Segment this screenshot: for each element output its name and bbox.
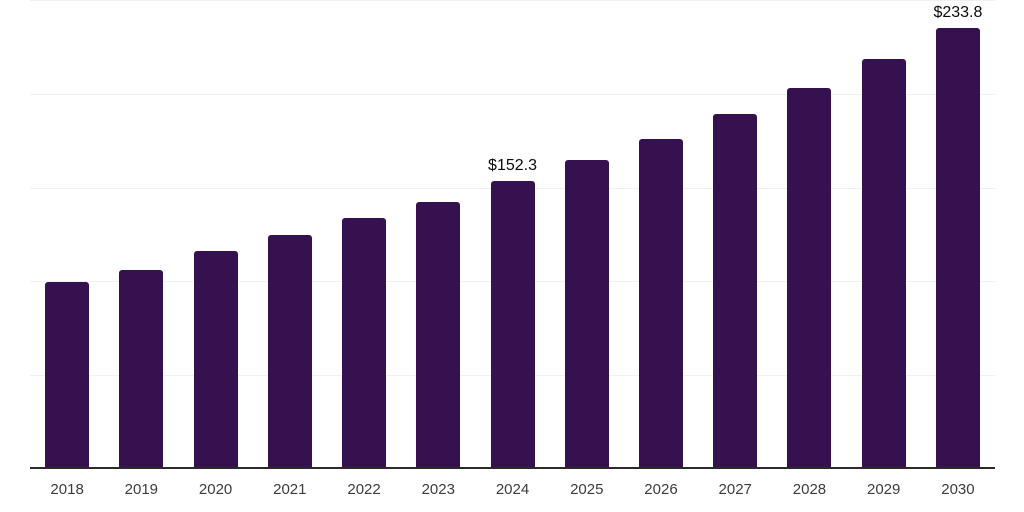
bar-2018 xyxy=(45,281,90,467)
x-tick-2023: 2023 xyxy=(421,481,455,498)
bar-column-2026 xyxy=(624,0,698,467)
bar-column-2019 xyxy=(104,0,178,467)
x-tick-2027: 2027 xyxy=(718,481,752,498)
bar-column-2028 xyxy=(772,0,846,467)
data-label-2024: $152.3 xyxy=(488,157,537,175)
bar-column-2020 xyxy=(178,0,252,467)
x-tick-2030: 2030 xyxy=(941,481,975,498)
x-tick-2028: 2028 xyxy=(792,481,827,498)
bar-column-2025 xyxy=(550,0,624,467)
plot-area: $152.3 $233.8 xyxy=(30,0,995,469)
x-tick-2019: 2019 xyxy=(124,481,159,498)
x-tick-2024: 2024 xyxy=(495,481,530,498)
x-tick-2022: 2022 xyxy=(347,481,381,498)
x-tick-2021: 2021 xyxy=(273,481,307,498)
bar-2020 xyxy=(193,250,238,467)
bar-column-2023 xyxy=(401,0,475,467)
bar-column-2030: $233.8 xyxy=(921,0,995,467)
bar-column-2024: $152.3 xyxy=(475,0,549,467)
x-tick-2020: 2020 xyxy=(198,481,233,498)
x-tick-2026: 2026 xyxy=(644,481,678,498)
bar-2025 xyxy=(564,160,609,467)
bar-2021 xyxy=(267,235,312,467)
bar-column-2018 xyxy=(30,0,104,467)
bar-column-2027 xyxy=(698,0,772,467)
bar-2030 xyxy=(935,28,980,467)
gridline-250 xyxy=(30,0,995,1)
bar-2029 xyxy=(861,59,906,467)
bar-column-2021 xyxy=(253,0,327,467)
x-tick-2029: 2029 xyxy=(867,481,901,498)
bar-2022 xyxy=(342,218,387,467)
data-label-2030: $233.8 xyxy=(933,4,983,22)
bar-2019 xyxy=(119,270,164,467)
bar-2024 xyxy=(490,181,535,467)
bar-2023 xyxy=(416,202,461,467)
bar-2028 xyxy=(787,88,832,467)
bar-2026 xyxy=(638,139,683,467)
x-axis: 2018 2019 2020 2021 2022 2023 2024 2025 2026 2027… xyxy=(30,471,995,512)
x-tick-2018: 2018 xyxy=(50,481,84,498)
bar-column-2022 xyxy=(327,0,401,467)
bar-column-2029 xyxy=(847,0,921,467)
x-tick-2025: 2025 xyxy=(570,481,604,498)
bar-2027 xyxy=(713,114,758,467)
gridline-200 xyxy=(30,93,995,95)
